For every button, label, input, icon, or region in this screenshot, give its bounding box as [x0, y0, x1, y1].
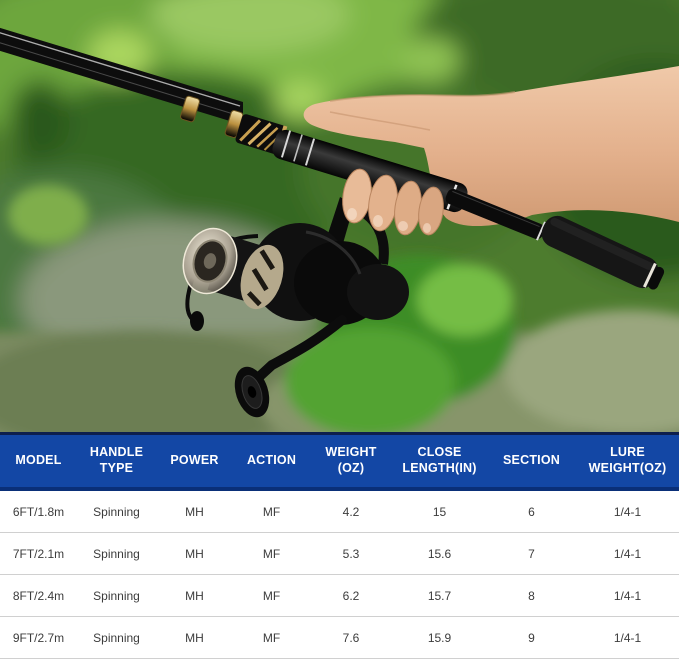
reel-handle-knob	[234, 366, 270, 418]
cell-section: 8	[487, 574, 576, 617]
angler-arm	[303, 66, 679, 227]
cell-weight: 4.2	[310, 489, 392, 533]
spec-table-header: MODEL HANDLE TYPE POWER ACTION WEIGHT (O…	[0, 432, 679, 491]
cell-weight: 6.2	[310, 574, 392, 617]
table-row: 7FT/2.1m Spinning MH MF 5.3 15.6 7 1/4-1	[0, 532, 679, 575]
cell-handle-type: Spinning	[77, 574, 156, 617]
cell-close-length: 15.6	[392, 532, 487, 575]
cell-handle-type: Spinning	[77, 489, 156, 533]
col-header-action: ACTION	[233, 432, 310, 491]
cell-section: 9	[487, 616, 576, 659]
col-header-weight: WEIGHT (OZ)	[310, 432, 392, 491]
cell-power: MH	[156, 616, 233, 659]
lawn-and-bush	[0, 185, 679, 432]
cell-action: MF	[233, 489, 310, 533]
rod-gold-rings	[180, 95, 244, 138]
cell-handle-type: Spinning	[77, 616, 156, 659]
col-header-section: SECTION	[487, 432, 576, 491]
cell-model: 6FT/1.8m	[0, 489, 77, 533]
cell-weight: 7.6	[310, 616, 392, 659]
table-row: 6FT/1.8m Spinning MH MF 4.2 15 6 1/4-1	[0, 489, 679, 533]
cell-action: MF	[233, 574, 310, 617]
cell-power: MH	[156, 574, 233, 617]
cell-handle-type: Spinning	[77, 532, 156, 575]
reel-handle-arm	[255, 315, 347, 381]
cell-close-length: 15	[392, 489, 487, 533]
product-photo	[0, 0, 679, 432]
cell-action: MF	[233, 532, 310, 575]
cell-model: 7FT/2.1m	[0, 532, 77, 575]
col-header-lure-weight: LURE WEIGHT(OZ)	[576, 432, 679, 491]
cell-close-length: 15.7	[392, 574, 487, 617]
cell-lure-weight: 1/4-1	[576, 616, 679, 659]
cell-lure-weight: 1/4-1	[576, 574, 679, 617]
col-header-model: MODEL	[0, 432, 77, 491]
cell-lure-weight: 1/4-1	[576, 489, 679, 533]
thumb-crease	[329, 111, 431, 131]
fingernail	[423, 223, 431, 233]
angler-hand-fingers	[342, 168, 444, 236]
fingernail	[398, 221, 408, 231]
reel-spool	[182, 227, 284, 310]
fingernail	[347, 208, 357, 220]
cell-lure-weight: 1/4-1	[576, 532, 679, 575]
cell-section: 6	[487, 489, 576, 533]
spec-table: MODEL HANDLE TYPE POWER ACTION WEIGHT (O…	[0, 432, 679, 659]
spinning-reel	[182, 197, 409, 418]
col-header-handle-type: HANDLE TYPE	[77, 432, 156, 491]
rod-rear-grip	[445, 188, 545, 240]
table-row: 8FT/2.4m Spinning MH MF 6.2 15.7 8 1/4-1	[0, 574, 679, 617]
table-row: 9FT/2.7m Spinning MH MF 7.6 15.9 9 1/4-1	[0, 616, 679, 659]
col-header-close-length: CLOSE LENGTH(IN)	[392, 432, 487, 491]
col-header-power: POWER	[156, 432, 233, 491]
cell-model: 8FT/2.4m	[0, 574, 77, 617]
cell-close-length: 15.9	[392, 616, 487, 659]
eva-butt-grip	[541, 215, 665, 290]
cell-section: 7	[487, 532, 576, 575]
cell-power: MH	[156, 532, 233, 575]
cell-power: MH	[156, 489, 233, 533]
cell-action: MF	[233, 616, 310, 659]
fingernail	[373, 215, 383, 227]
cell-weight: 5.3	[310, 532, 392, 575]
cell-model: 9FT/2.7m	[0, 616, 77, 659]
